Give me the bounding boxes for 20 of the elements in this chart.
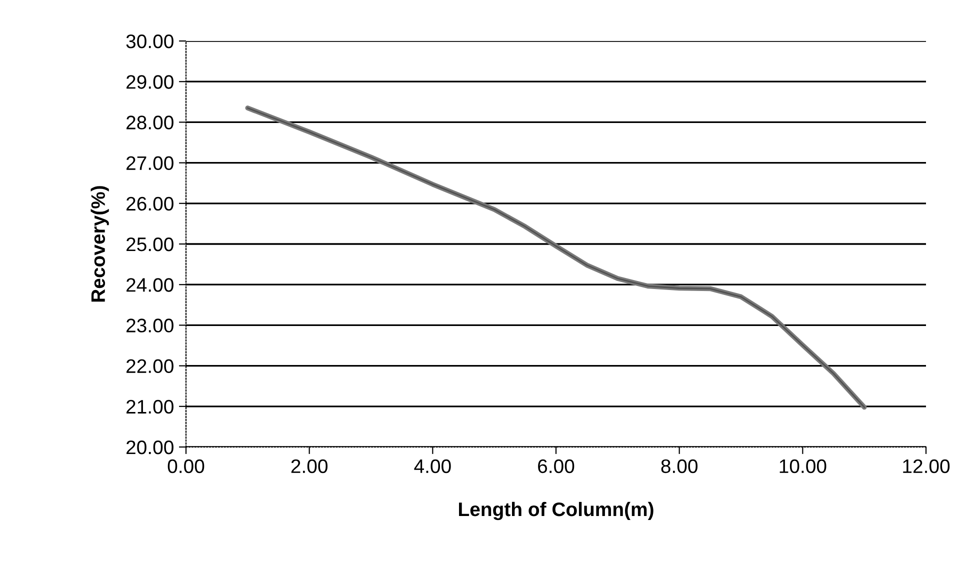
x-tick-label: 0.00 xyxy=(168,459,204,474)
y-tick-label: 30.00 xyxy=(126,34,174,48)
y-tick-label: 26.00 xyxy=(126,196,174,211)
x-tick-label: 10.00 xyxy=(780,459,826,474)
y-axis-title: Recovery(%) xyxy=(90,186,109,302)
y-tick-label: 29.00 xyxy=(126,75,174,89)
x-tick-label: 6.00 xyxy=(538,459,574,474)
y-tick-label: 22.00 xyxy=(126,359,174,374)
y-tick-label: 27.00 xyxy=(126,156,174,170)
y-tick-label: 20.00 xyxy=(126,440,174,454)
x-tick-label: 2.00 xyxy=(291,459,328,474)
y-tick-label: 25.00 xyxy=(126,237,174,252)
y-tick-label: 21.00 xyxy=(126,400,174,414)
y-tick-label: 23.00 xyxy=(126,318,174,332)
x-axis-title: Length of Column(m) xyxy=(459,502,654,520)
x-tick-label: 4.00 xyxy=(414,459,451,474)
x-tick-label: 12.00 xyxy=(903,459,950,474)
y-tick-label: 28.00 xyxy=(126,116,174,130)
x-tick-label: 8.00 xyxy=(661,459,698,474)
y-tick-label: 24.00 xyxy=(126,278,174,292)
